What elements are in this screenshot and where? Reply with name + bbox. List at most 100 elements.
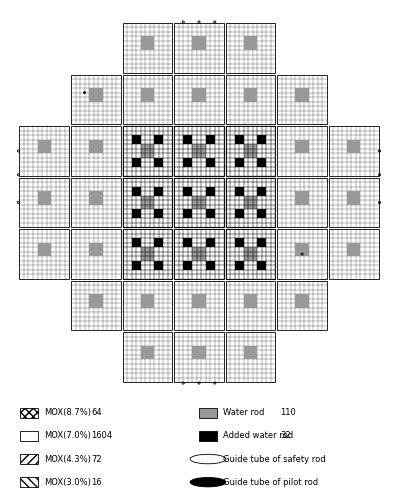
Bar bbox=[253, 243, 258, 248]
Bar bbox=[140, 350, 145, 355]
Bar bbox=[37, 196, 42, 200]
Bar bbox=[295, 144, 300, 148]
Bar bbox=[140, 252, 145, 256]
Bar bbox=[136, 153, 140, 158]
Bar bbox=[244, 252, 248, 256]
Bar bbox=[201, 205, 206, 210]
Bar bbox=[140, 158, 145, 162]
Bar bbox=[295, 92, 300, 97]
Bar bbox=[258, 243, 262, 248]
Bar bbox=[244, 266, 248, 270]
Bar bbox=[183, 200, 188, 205]
Bar bbox=[235, 261, 239, 266]
Bar bbox=[210, 140, 215, 144]
Bar bbox=[197, 210, 201, 214]
Bar bbox=[159, 252, 163, 256]
Bar bbox=[258, 252, 262, 256]
Bar bbox=[206, 153, 210, 158]
Bar bbox=[253, 196, 258, 200]
Bar bbox=[150, 144, 154, 148]
Bar bbox=[201, 256, 206, 261]
Bar bbox=[98, 252, 103, 256]
Bar bbox=[20, 430, 38, 441]
Bar bbox=[304, 88, 309, 92]
Bar bbox=[136, 252, 140, 256]
Text: 32: 32 bbox=[281, 432, 291, 440]
Bar bbox=[145, 266, 150, 270]
Bar bbox=[201, 144, 206, 148]
Bar bbox=[37, 252, 42, 256]
Bar bbox=[183, 261, 188, 266]
Bar bbox=[145, 186, 150, 191]
Bar bbox=[201, 294, 206, 299]
Bar bbox=[192, 304, 197, 308]
Bar bbox=[239, 205, 244, 210]
Bar bbox=[244, 41, 248, 46]
Bar bbox=[248, 304, 253, 308]
Bar bbox=[47, 140, 51, 144]
Bar bbox=[199, 430, 217, 441]
Bar bbox=[188, 214, 192, 218]
Bar bbox=[253, 186, 258, 191]
Bar bbox=[197, 243, 201, 248]
Bar bbox=[37, 144, 42, 148]
Bar bbox=[98, 148, 103, 153]
Bar bbox=[262, 153, 266, 158]
Text: 16: 16 bbox=[92, 478, 102, 486]
Bar bbox=[154, 200, 159, 205]
Bar bbox=[94, 191, 98, 196]
Bar bbox=[201, 36, 206, 41]
Text: Guide tube of pilot rod: Guide tube of pilot rod bbox=[223, 478, 318, 486]
Bar bbox=[351, 140, 356, 144]
Bar bbox=[89, 248, 94, 252]
Bar bbox=[136, 140, 140, 144]
Bar bbox=[253, 97, 258, 102]
Bar bbox=[140, 97, 145, 102]
Bar bbox=[192, 299, 197, 304]
Bar bbox=[253, 148, 258, 153]
Bar bbox=[244, 135, 248, 140]
Bar bbox=[132, 266, 136, 270]
Bar bbox=[329, 126, 378, 176]
Bar bbox=[192, 248, 197, 252]
Bar bbox=[300, 88, 304, 92]
Bar bbox=[192, 153, 197, 158]
Bar bbox=[132, 196, 136, 200]
Bar bbox=[253, 158, 258, 162]
Bar bbox=[244, 214, 248, 218]
Bar bbox=[248, 46, 253, 50]
Bar bbox=[248, 196, 253, 200]
Bar bbox=[262, 238, 266, 243]
Bar bbox=[244, 97, 248, 102]
Bar bbox=[239, 148, 244, 153]
Bar bbox=[253, 304, 258, 308]
Bar bbox=[258, 210, 262, 214]
Bar bbox=[206, 200, 210, 205]
Bar bbox=[248, 148, 253, 153]
Bar bbox=[300, 200, 304, 205]
Bar bbox=[140, 243, 145, 248]
Bar bbox=[150, 304, 154, 308]
Bar bbox=[304, 92, 309, 97]
Bar bbox=[295, 88, 300, 92]
Bar bbox=[150, 41, 154, 46]
Bar bbox=[210, 205, 215, 210]
Bar bbox=[192, 144, 197, 148]
Bar bbox=[140, 299, 145, 304]
Bar bbox=[248, 140, 253, 144]
Bar bbox=[262, 243, 266, 248]
Bar bbox=[192, 196, 197, 200]
Bar bbox=[159, 162, 163, 166]
Bar bbox=[199, 408, 217, 418]
Bar bbox=[132, 158, 136, 162]
Bar bbox=[295, 299, 300, 304]
Text: MOX(3.0%): MOX(3.0%) bbox=[44, 478, 91, 486]
Bar bbox=[253, 162, 258, 166]
Bar bbox=[201, 92, 206, 97]
Bar bbox=[244, 92, 248, 97]
Bar bbox=[192, 97, 197, 102]
Bar bbox=[244, 148, 248, 153]
Bar bbox=[188, 248, 192, 252]
Bar bbox=[140, 162, 145, 166]
Bar bbox=[300, 144, 304, 148]
